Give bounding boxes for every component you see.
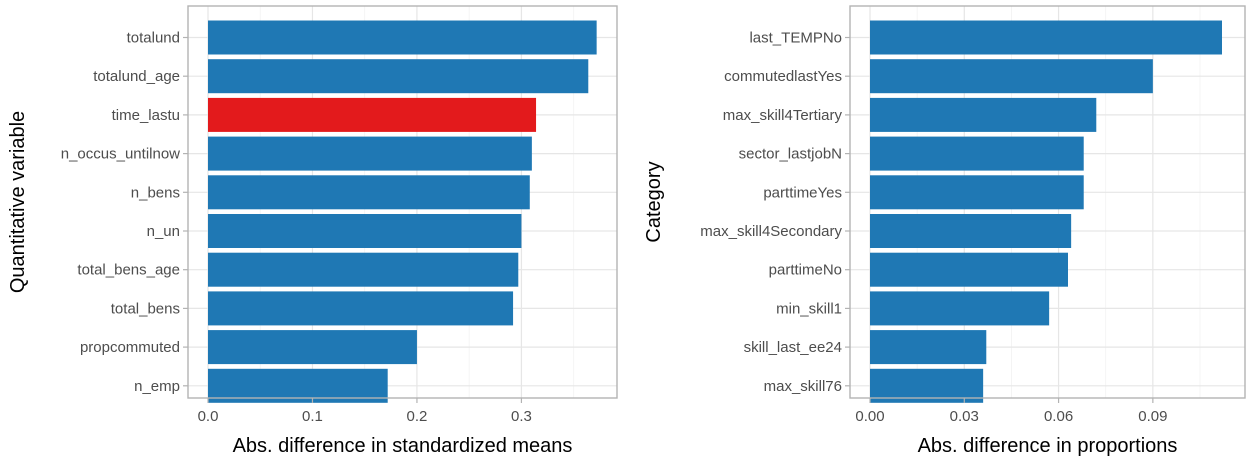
- y-axis-title: Category: [643, 161, 665, 242]
- bar-n_un: [208, 214, 522, 248]
- panel-border: [187, 5, 618, 399]
- y-tick-label: skill_last_ee24: [744, 339, 842, 356]
- y-tick-label: n_un: [147, 223, 180, 240]
- y-tick-label: n_bens: [131, 184, 180, 201]
- x-axis-title: Abs. difference in proportions: [918, 435, 1178, 457]
- y-tick-label: time_lastu: [112, 107, 180, 124]
- x-tick-label: 0.09: [1138, 408, 1167, 425]
- bar-last_TEMPNo: [870, 20, 1222, 55]
- bar-min_skill1: [870, 291, 1050, 326]
- bar-n_emp: [208, 368, 388, 403]
- bar-sector_lastjobN: [870, 136, 1084, 171]
- y-tick-label: last_TEMPNo: [749, 30, 842, 47]
- y-tick-label: max_skill4Secondary: [700, 223, 842, 240]
- y-tick-label: propcommuted: [80, 339, 180, 356]
- bar-total_bens: [208, 291, 514, 326]
- y-tick-label: totalund_age: [93, 68, 180, 85]
- x-tick-label: 0.2: [407, 408, 428, 425]
- x-tick-label: 0.3: [511, 408, 532, 425]
- bar-max_skill4Tertiary: [870, 97, 1097, 132]
- x-tick-label: 0.03: [950, 408, 979, 425]
- y-axis-title: Quantitative variable: [7, 111, 29, 293]
- bar-parttimeYes: [870, 175, 1084, 210]
- bar-max_skill4Secondary: [870, 214, 1072, 248]
- panel-border: [849, 5, 1246, 399]
- y-tick-label: min_skill1: [776, 300, 842, 317]
- bar-n_bens: [208, 175, 530, 210]
- bar-commutedlastYes: [870, 59, 1153, 94]
- bar-totalund: [208, 20, 597, 55]
- y-tick-label: totalund: [127, 30, 180, 47]
- bar-skill_last_ee24: [870, 330, 987, 365]
- y-tick-label: max_skill76: [764, 378, 842, 395]
- chart-panel-2: last_TEMPNo commutedlastYes max_skill4Tert…: [643, 5, 1246, 457]
- y-tick-label: parttimeYes: [763, 184, 842, 201]
- x-tick-label: 0.0: [198, 408, 219, 425]
- bar-time_lastu: [208, 97, 537, 132]
- x-tick-label: 0.1: [302, 408, 323, 425]
- y-tick-label: n_emp: [134, 378, 180, 395]
- x-tick-label: 0.06: [1044, 408, 1073, 425]
- y-tick-label: n_occus_untilnow: [61, 146, 180, 163]
- y-tick-label: sector_lastjobN: [739, 146, 842, 163]
- y-tick-label: commutedlastYes: [724, 68, 842, 85]
- chart-panel-1: totalund totalund_age time_lastu n_occus_un…: [7, 5, 618, 457]
- bar-total_bens_age: [208, 252, 519, 287]
- bar-propcommuted: [208, 330, 417, 365]
- bar-parttimeNo: [870, 252, 1068, 287]
- x-tick-label: 0.00: [855, 408, 884, 425]
- bar-totalund_age: [208, 59, 589, 94]
- x-axis-title: Abs. difference in standardized means: [233, 435, 573, 457]
- y-tick-label: max_skill4Tertiary: [723, 107, 843, 124]
- bar-n_occus_untilnow: [208, 136, 532, 171]
- bar-max_skill76: [870, 368, 984, 403]
- y-tick-label: total_bens_age: [77, 262, 180, 279]
- y-tick-label: parttimeNo: [769, 262, 842, 279]
- y-tick-label: total_bens: [111, 300, 180, 317]
